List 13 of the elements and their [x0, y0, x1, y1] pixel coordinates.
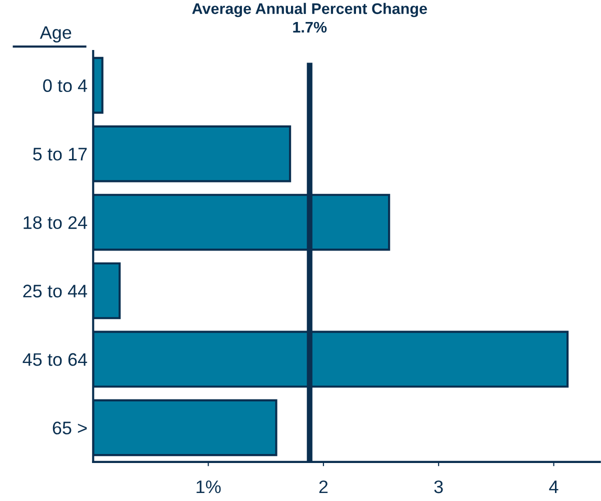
- y-tick-label: 18 to 24: [24, 216, 88, 229]
- x-tick-label: 4: [549, 480, 558, 494]
- y-tick-label: 45 to 64: [22, 353, 88, 366]
- y-tick-label: 25 to 44: [23, 284, 88, 298]
- chart-subtitle: 1.7%: [293, 22, 327, 33]
- y-tick-label: 65 >: [52, 422, 87, 434]
- x-tick-label: 3: [434, 480, 443, 494]
- y-axis-title: Age: [40, 26, 72, 42]
- x-tick-label: 2: [319, 480, 328, 494]
- y-tick-label: 0 to 4: [43, 79, 88, 92]
- y-tick-label: 5 to 17: [33, 148, 87, 161]
- chart-title: Average Annual Percent Change: [192, 2, 427, 18]
- x-tick-label: 1%: [196, 480, 221, 494]
